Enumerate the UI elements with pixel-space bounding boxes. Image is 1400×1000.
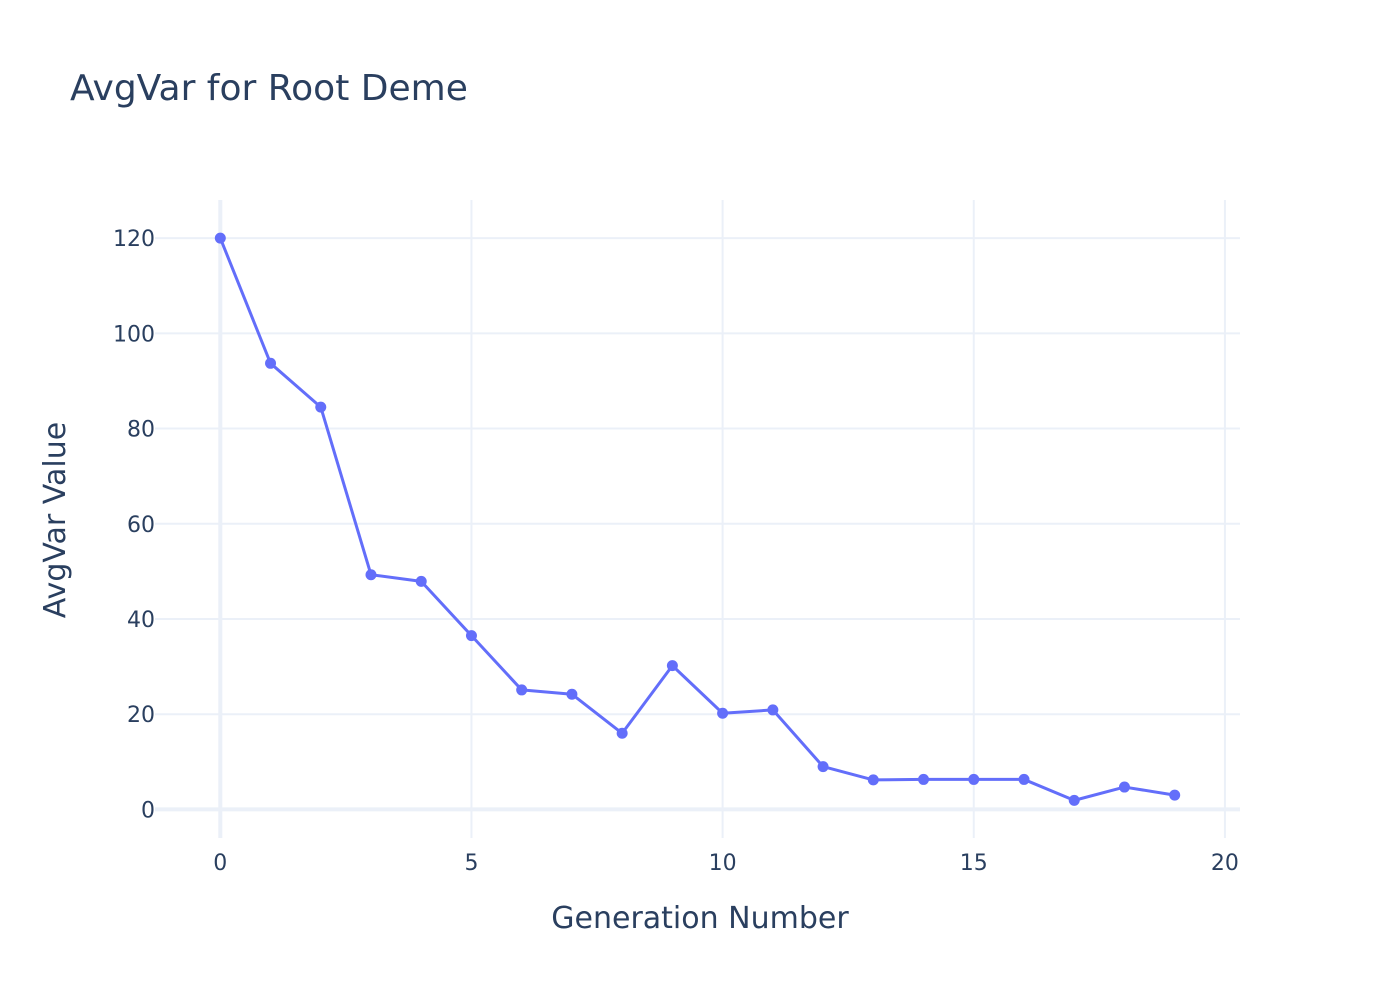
data-point[interactable] <box>516 684 528 696</box>
y-tick-label: 120 <box>113 227 155 252</box>
gridlines <box>155 200 1240 838</box>
y-tick-label: 0 <box>141 798 155 823</box>
data-point[interactable] <box>315 401 327 413</box>
data-point[interactable] <box>1169 789 1181 801</box>
chart-title: AvgVar for Root Deme <box>70 68 468 109</box>
data-point[interactable] <box>265 357 277 369</box>
axes: 0 20 40 60 80 100 120 0 5 10 15 20 <box>113 227 1239 876</box>
y-tick-label: 20 <box>127 703 155 728</box>
data-point[interactable] <box>415 575 427 587</box>
data-point[interactable] <box>616 727 628 739</box>
data-point[interactable] <box>817 761 829 773</box>
data-point[interactable] <box>767 704 779 716</box>
x-tick-label: 20 <box>1211 851 1239 876</box>
y-tick-label: 40 <box>127 608 155 633</box>
data-point[interactable] <box>365 569 377 581</box>
data-point[interactable] <box>1118 781 1130 793</box>
data-point[interactable] <box>566 688 578 700</box>
data-series <box>214 232 1181 806</box>
x-tick-label: 0 <box>213 851 227 876</box>
data-point[interactable] <box>666 660 678 672</box>
data-point[interactable] <box>918 773 930 785</box>
data-point[interactable] <box>1018 773 1030 785</box>
x-axis-title: Generation Number <box>551 901 849 936</box>
x-tick-label: 5 <box>464 851 478 876</box>
data-point[interactable] <box>214 232 226 244</box>
data-point[interactable] <box>717 707 729 719</box>
data-point[interactable] <box>465 630 477 642</box>
y-tick-label: 60 <box>127 513 155 538</box>
data-point[interactable] <box>968 773 980 785</box>
data-point[interactable] <box>867 774 879 786</box>
x-tick-label: 10 <box>709 851 737 876</box>
y-tick-label: 80 <box>127 418 155 443</box>
data-point[interactable] <box>1068 794 1080 806</box>
y-axis-title: AvgVar Value <box>38 422 73 618</box>
series-line <box>218 237 1175 802</box>
x-tick-label: 15 <box>960 851 988 876</box>
y-tick-label: 100 <box>113 322 155 347</box>
